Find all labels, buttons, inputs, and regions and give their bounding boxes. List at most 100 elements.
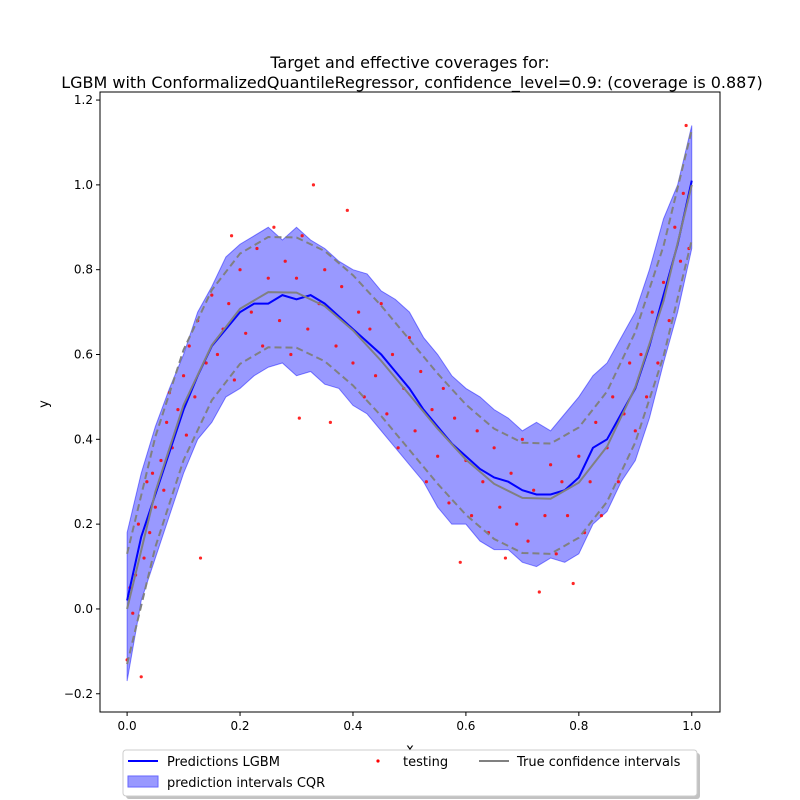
y-axis-label: y xyxy=(37,400,52,408)
testing-point xyxy=(503,556,508,560)
testing-point xyxy=(148,531,152,535)
x-tick-label: 0.6 xyxy=(456,719,475,733)
testing-point xyxy=(650,310,654,314)
testing-point xyxy=(244,331,248,335)
testing-point xyxy=(498,505,502,509)
testing-point xyxy=(294,276,299,280)
testing-point xyxy=(628,361,632,365)
testing-point xyxy=(193,395,197,399)
testing-point xyxy=(419,369,423,374)
testing-point xyxy=(357,310,361,314)
true-lower-line xyxy=(126,239,693,665)
testing-point xyxy=(323,268,327,272)
x-tick-label: 0.2 xyxy=(230,719,249,733)
testing-point xyxy=(684,123,688,128)
testing-point xyxy=(560,480,564,484)
testing-point xyxy=(537,590,541,594)
testing-point xyxy=(549,463,553,467)
testing-point xyxy=(368,327,372,331)
testing-point xyxy=(306,327,310,331)
testing-point xyxy=(142,556,146,560)
testing-point xyxy=(229,234,234,238)
x-tick-label: 0.4 xyxy=(343,719,362,733)
x-tick-label: 1.0 xyxy=(682,719,701,733)
testing-point xyxy=(277,318,282,323)
legend-box xyxy=(122,749,698,797)
y-tick-label: 1.2 xyxy=(74,93,93,107)
testing-point xyxy=(139,675,143,679)
testing-point xyxy=(571,581,575,586)
testing-point xyxy=(469,514,474,518)
testing-point xyxy=(390,352,395,357)
testing-point xyxy=(181,374,186,378)
y-tick-label: −0.2 xyxy=(64,687,93,701)
testing-point xyxy=(424,480,428,484)
y-tick-label: 0.0 xyxy=(74,602,93,616)
testing-point xyxy=(667,318,671,323)
testing-point xyxy=(565,514,570,518)
testing-point xyxy=(554,552,558,556)
testing-point xyxy=(588,480,592,484)
testing-point xyxy=(656,361,660,365)
y-tick-label: 1.0 xyxy=(74,178,93,192)
testing-point xyxy=(131,611,135,615)
y-tick-label: 0.4 xyxy=(74,432,93,446)
testing-point xyxy=(351,361,355,365)
testing-point xyxy=(261,344,265,348)
testing-point xyxy=(379,302,383,306)
axes-frame xyxy=(99,91,721,713)
testing-point xyxy=(633,429,637,433)
testing-point xyxy=(599,514,604,518)
legend: Predictions LGBM prediction intervals CQ… xyxy=(122,749,700,799)
testing-point xyxy=(520,437,524,441)
y-tick-label: 0.8 xyxy=(74,263,93,277)
testing-point xyxy=(526,539,530,543)
legend-label-testing: testing xyxy=(403,755,448,770)
testing-point xyxy=(159,458,163,463)
testing-point xyxy=(150,471,155,475)
testing-point xyxy=(458,560,462,564)
y-axis: −0.2 0.0 0.2 0.4 0.6 0.8 1.0 1.2 xyxy=(64,93,100,701)
testing-point xyxy=(644,395,649,399)
testing-point xyxy=(272,225,276,229)
testing-point xyxy=(639,352,643,357)
testing-point xyxy=(266,276,270,280)
testing-point xyxy=(215,352,220,357)
testing-point xyxy=(436,454,440,458)
predictions-line xyxy=(126,180,693,601)
x-tick-label: 0.0 xyxy=(118,719,137,733)
testing-point xyxy=(145,480,149,484)
testing-point xyxy=(165,420,169,424)
testing-point xyxy=(616,480,620,484)
testing-point xyxy=(340,285,344,289)
testing-point xyxy=(611,395,615,399)
x-axis: 0.0 0.2 0.4 0.6 0.8 1.0 xyxy=(118,712,701,733)
testing-point xyxy=(492,446,496,450)
legend-label-intervals: prediction intervals CQR xyxy=(167,776,325,791)
testing-point xyxy=(232,378,236,382)
testing-point xyxy=(300,234,304,238)
testing-point xyxy=(681,191,685,195)
testing-point xyxy=(594,420,598,424)
testing-point xyxy=(430,408,434,412)
legend-marker-testing xyxy=(376,759,380,763)
testing-point xyxy=(481,480,485,484)
testing-point xyxy=(283,259,287,263)
testing-point xyxy=(577,454,581,458)
testing-point xyxy=(453,416,457,420)
testing-point xyxy=(311,183,316,187)
legend-patch-intervals xyxy=(127,775,159,788)
testing-point xyxy=(328,420,332,424)
testing-point xyxy=(204,361,208,365)
testing-point xyxy=(136,522,140,526)
testing-point xyxy=(678,259,683,263)
testing-point xyxy=(515,522,519,526)
testing-point xyxy=(373,374,378,378)
true-mean-line xyxy=(126,184,693,610)
x-tick-label: 0.8 xyxy=(569,719,588,733)
testing-point xyxy=(673,225,677,229)
testing-point xyxy=(162,488,166,492)
chart-title: Target and effective coverages for: xyxy=(269,53,549,72)
testing-point xyxy=(661,280,666,285)
